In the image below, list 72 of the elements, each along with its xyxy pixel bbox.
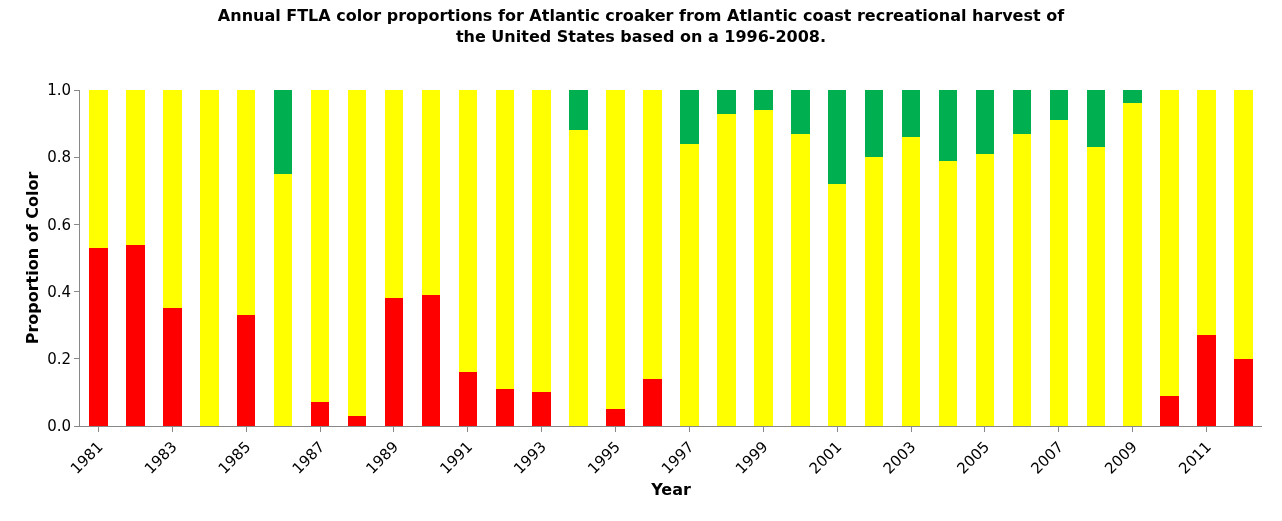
y-tick-label: 0.2 — [47, 350, 71, 369]
bar — [1049, 90, 1069, 121]
bar — [1123, 103, 1142, 426]
bar — [421, 294, 441, 426]
bar — [791, 133, 810, 426]
bar — [606, 90, 625, 410]
bar — [1160, 395, 1179, 426]
bar — [200, 90, 219, 426]
bar — [495, 90, 515, 390]
bar — [1086, 90, 1106, 148]
bar — [938, 160, 958, 426]
bar — [864, 157, 884, 426]
bar — [347, 415, 367, 426]
bar — [1197, 335, 1216, 426]
bar — [1197, 90, 1216, 336]
bar — [938, 90, 958, 161]
bar — [347, 90, 367, 416]
bar — [975, 153, 995, 426]
bar — [1086, 147, 1106, 426]
bar — [273, 90, 293, 174]
bar — [1049, 120, 1069, 426]
bar — [310, 402, 330, 426]
bar — [495, 389, 515, 426]
bar — [89, 90, 108, 248]
bar — [89, 247, 108, 426]
y-tick-label: 0.8 — [47, 148, 71, 167]
bar — [1012, 133, 1032, 426]
bar — [827, 184, 847, 426]
bar — [606, 409, 625, 426]
bar — [569, 90, 588, 131]
bar — [901, 137, 921, 426]
bar — [680, 143, 699, 426]
chart-title: Annual FTLA color proportions for Atlantic croaker from Atlantic coast recreational harvest of the United States based on a 1996-2008. — [217, 5, 1066, 46]
bar — [532, 392, 551, 426]
bar — [643, 378, 662, 426]
bar — [384, 298, 404, 426]
bar — [1160, 90, 1179, 396]
bar — [458, 90, 478, 373]
bar — [754, 110, 773, 426]
y-axis-title: Proportion of Color — [23, 171, 42, 345]
y-tick-label: 0.6 — [47, 215, 71, 234]
bar — [236, 315, 256, 426]
y-tick-label: 1.0 — [47, 81, 71, 100]
bar — [458, 372, 478, 426]
bar — [163, 308, 182, 426]
bar — [901, 90, 921, 138]
bar — [680, 90, 699, 144]
bar — [975, 90, 995, 154]
bar — [421, 90, 441, 295]
y-tick-label: 0.0 — [47, 417, 71, 436]
bar — [1234, 358, 1253, 426]
bar — [1234, 90, 1253, 359]
bar — [310, 90, 330, 403]
bar — [236, 90, 256, 316]
x-axis-title: Year — [650, 479, 691, 499]
bar — [273, 174, 293, 426]
bar — [163, 90, 182, 309]
bar — [384, 90, 404, 299]
bar — [717, 90, 736, 114]
bar — [532, 90, 551, 393]
bar — [827, 90, 847, 185]
bar — [754, 90, 773, 111]
bar — [1123, 90, 1142, 104]
y-tick-label: 0.4 — [47, 282, 71, 301]
bar — [864, 90, 884, 158]
bar — [791, 90, 810, 134]
bar — [126, 90, 145, 245]
bar — [643, 90, 662, 379]
bar — [126, 244, 145, 426]
bar — [1012, 90, 1032, 134]
bar — [569, 130, 588, 426]
bar — [717, 113, 736, 426]
